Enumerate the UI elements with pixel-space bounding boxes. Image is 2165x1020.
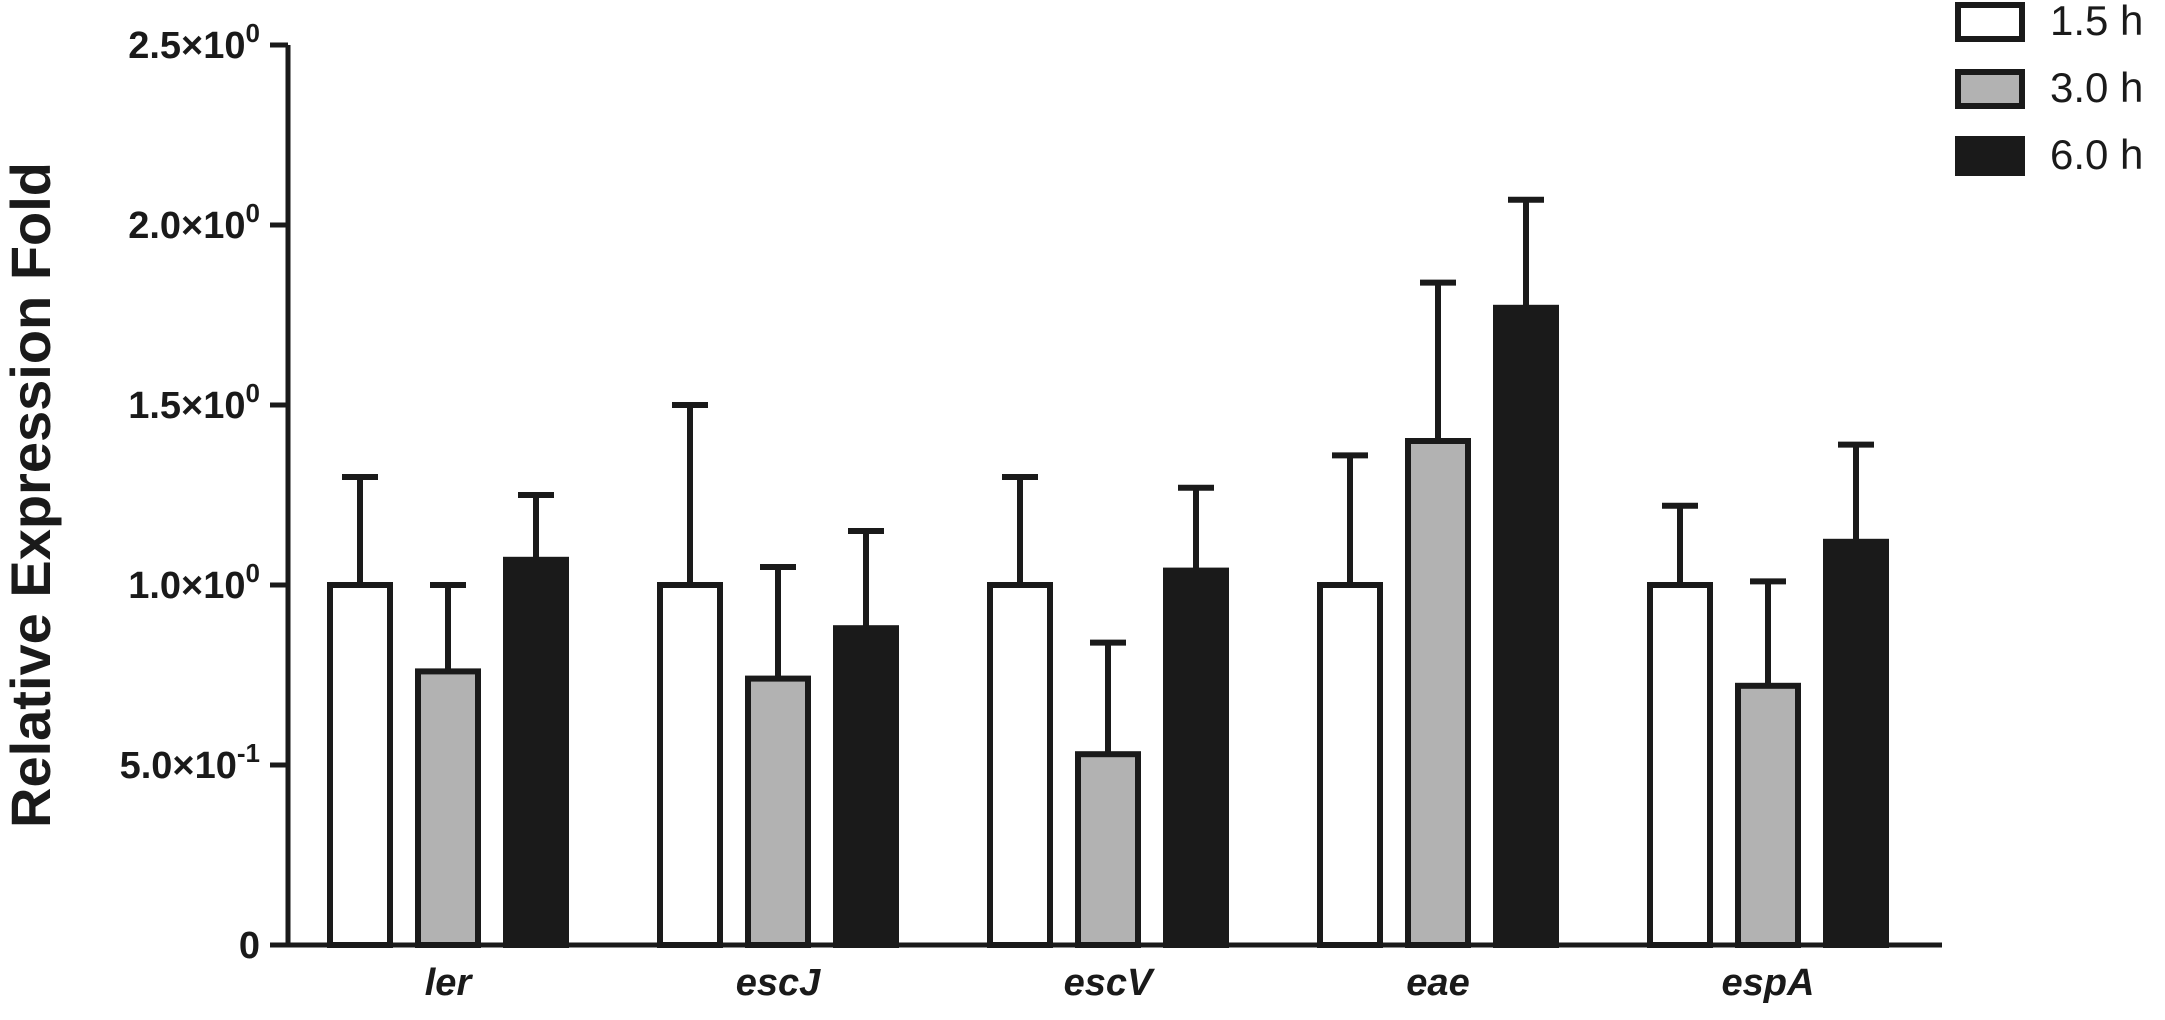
bar [415,668,481,949]
x-tick-label: escV [1064,962,1155,1004]
bar [1317,582,1383,948]
bar [1493,304,1559,948]
legend: 1.5 h 3.0 h 6.0 h [1955,0,2143,178]
bar [1823,538,1889,948]
x-tick-labels: ler escJ escV eae espA [425,962,1815,1004]
legend-swatch [1955,136,2025,176]
bar [1735,682,1801,948]
y-tick-label: 2.0×100 [128,198,260,247]
x-tick-label: escJ [736,962,821,1004]
legend-label: 6.0 h [2050,131,2143,178]
y-tick-label: 0 [239,925,260,967]
bars [327,196,1889,949]
y-tick-label: 1.0×100 [128,558,260,607]
bar [987,582,1053,948]
y-tick-label: 5.0×10-1 [120,738,260,787]
legend-swatch [1955,2,2025,42]
bar [327,582,393,948]
legend-label: 3.0 h [2050,64,2143,111]
x-tick-label: eae [1406,962,1469,1004]
bar [745,675,811,948]
y-tick-label: 2.5×100 [128,18,260,67]
y-axis-title: Relative Expression Fold [0,162,62,828]
bar [1163,567,1229,948]
bar [1075,751,1141,949]
bar [657,582,723,948]
bar [1405,438,1471,948]
bar [1647,582,1713,948]
x-tick-label: espA [1722,962,1815,1004]
y-ticks: 0 5.0×10-1 1.0×100 1.5×100 2.0×100 2.5×100 [120,18,288,967]
legend-swatch [1955,69,2025,109]
bar [503,556,569,948]
legend-label: 1.5 h [2050,0,2143,44]
bar [833,625,899,948]
y-tick-label: 1.5×100 [128,378,260,427]
x-tick-label: ler [425,962,474,1004]
